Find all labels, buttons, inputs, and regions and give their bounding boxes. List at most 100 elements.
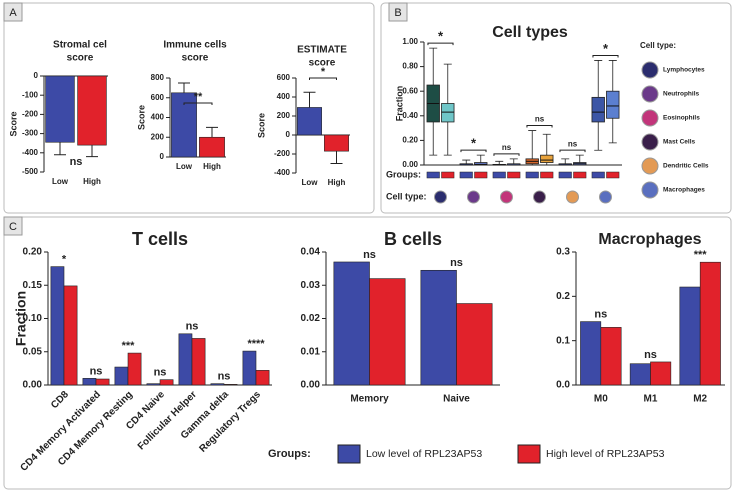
y-tick-label: 0.20 — [402, 136, 418, 145]
y-axis-label: Fraction — [394, 86, 404, 122]
legend-label: Mast Cells — [663, 139, 696, 146]
significance-label: ns — [154, 367, 167, 379]
significance-label: * — [438, 29, 444, 44]
significance-label: *** — [694, 249, 708, 261]
group-swatch — [492, 171, 506, 179]
y-tick-label: 600 — [277, 73, 291, 82]
bar — [50, 266, 65, 386]
significance-label: ns — [644, 349, 657, 361]
significance-label: * — [471, 136, 477, 151]
group-swatch — [591, 171, 605, 179]
cell-icon — [467, 190, 480, 204]
x-tick-label: Low — [52, 177, 69, 186]
panel-label: C — [9, 221, 17, 233]
bar — [95, 378, 110, 386]
x-tick-label: High — [328, 178, 346, 187]
panel-label: B — [394, 7, 401, 19]
legend-label: High level of RPL23AP53 — [546, 448, 665, 460]
legend-icon — [641, 61, 659, 79]
legend-label: Dendritic Cells — [663, 163, 709, 170]
bracket — [460, 149, 487, 153]
y-tick-label: 0.02 — [301, 313, 321, 324]
significance-label: * — [62, 254, 67, 266]
bar — [333, 261, 370, 386]
panel-b-frame — [380, 2, 732, 214]
legend-icon — [641, 133, 659, 151]
y-tick-label: 0.10 — [23, 313, 43, 324]
chart-title: ESTIMATE — [297, 45, 347, 56]
y-tick-label: -300 — [22, 129, 39, 138]
bar — [600, 327, 622, 386]
y-tick-label: 200 — [151, 132, 165, 141]
significance-label: ns — [90, 365, 103, 377]
y-tick-label: 0.40 — [402, 111, 418, 120]
legend-label: Eosinophils — [663, 115, 700, 122]
legend-icon — [641, 157, 659, 175]
y-tick-label: 0.00 — [23, 380, 43, 391]
y-tick-label: 400 — [151, 113, 165, 122]
legend-swatch — [517, 444, 541, 464]
legend-icon — [641, 85, 659, 103]
group-swatch — [540, 171, 554, 179]
group-swatch — [558, 171, 572, 179]
bar — [456, 303, 493, 386]
chart-title: T cells — [132, 229, 188, 249]
y-tick-label: 0 — [160, 152, 165, 161]
y-tick-label: -200 — [274, 149, 291, 158]
chart-title: Cell types — [492, 24, 568, 41]
bracket — [309, 77, 337, 80]
significance-label: ns — [70, 156, 83, 168]
bar — [580, 321, 602, 386]
y-tick-label: 400 — [277, 92, 291, 101]
significance-label: * — [603, 41, 609, 56]
bar — [45, 75, 75, 143]
box — [540, 154, 554, 163]
y-tick-label: 0.04 — [301, 247, 321, 258]
panel-label-box — [388, 2, 408, 22]
error-bar — [178, 82, 190, 93]
legend-label: Lymphocytes — [663, 67, 705, 74]
x-tick-label: Low — [302, 178, 319, 187]
bar — [679, 286, 701, 386]
legend-label: Low level of RPL23AP53 — [366, 448, 482, 460]
y-tick-label: 1.00 — [402, 37, 418, 46]
bar — [369, 278, 406, 386]
y-axis-label: Score — [256, 113, 266, 138]
bar — [191, 338, 206, 386]
significance-label: ns — [218, 371, 231, 383]
significance-label: **** — [247, 338, 265, 350]
y-tick-label: 0.60 — [402, 86, 418, 95]
y-tick-label: 0.01 — [301, 346, 321, 357]
legend-label: Macrophages — [663, 187, 705, 194]
y-tick-label: -400 — [274, 168, 291, 177]
bar — [146, 383, 161, 386]
bar — [82, 378, 97, 386]
bar — [178, 333, 193, 386]
y-tick-label: -500 — [22, 167, 39, 176]
error-bar — [330, 151, 343, 164]
chart-title: score — [309, 58, 336, 69]
x-tick-label: Low — [176, 162, 193, 171]
bar — [199, 136, 225, 158]
bar — [629, 363, 651, 386]
significance-label: ns — [186, 321, 199, 333]
x-tick-label: Naive — [443, 394, 470, 405]
legend-icon — [641, 109, 659, 127]
box — [474, 162, 488, 166]
significance-label: ns — [363, 249, 376, 261]
y-tick-label: 0.1 — [556, 335, 570, 346]
y-tick-label: 0 — [34, 71, 39, 80]
bar — [77, 75, 107, 146]
y-tick-label: -200 — [22, 110, 39, 119]
cell-icon — [566, 190, 579, 204]
significance-label: ns — [502, 143, 512, 152]
y-tick-label: 0.2 — [556, 291, 570, 302]
group-swatch — [606, 171, 620, 179]
panel-label: A — [9, 7, 17, 19]
legend-icon — [641, 181, 659, 199]
groups-label: Groups: — [386, 169, 421, 179]
bar — [650, 361, 672, 386]
chart-title: Macrophages — [598, 231, 701, 248]
legend-label: Neutrophils — [663, 91, 699, 98]
